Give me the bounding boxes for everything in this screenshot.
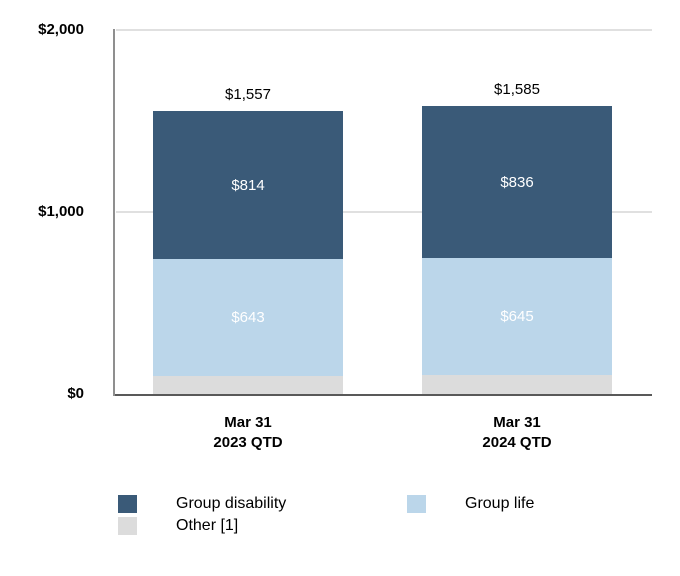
legend-label-group-life: Group life (465, 495, 535, 512)
bar-1-segment-group-life: $643 (153, 259, 343, 376)
x-axis-category-line: Mar 31 (224, 414, 272, 431)
segment-value-label: $836 (500, 173, 534, 191)
x-axis-category-line: 2023 QTD (213, 434, 283, 451)
bar-2-segment-other (422, 375, 612, 394)
gridline (116, 211, 652, 213)
x-axis-line (113, 394, 652, 396)
x-axis-category-line: Mar 31 (493, 414, 541, 431)
legend-swatch-group-disability (118, 495, 137, 513)
bar-1-segment-other (153, 376, 343, 394)
bar-total-label: $1,585 (494, 81, 540, 98)
bar-2-segment-group-disability: $836 (422, 106, 612, 258)
legend-label-group-disability: Group disability (176, 495, 287, 512)
y-tick-label: $0 (67, 385, 84, 402)
x-axis-category-label: Mar 31 2024 QTD (422, 413, 612, 453)
segment-value-label: $645 (500, 308, 534, 325)
segment-value-label: $643 (231, 309, 265, 326)
bar-2-segment-group-life: $645 (422, 258, 612, 375)
x-axis-category-label: Mar 31 2023 QTD (153, 413, 343, 453)
y-axis-line (113, 29, 115, 396)
bar-total-label: $1,557 (225, 86, 271, 103)
bar-1-segment-group-disability: $814 (153, 111, 343, 259)
legend-swatch-group-life (407, 495, 426, 513)
legend-label-other: Other [1] (176, 517, 239, 534)
y-tick-label: $2,000 (38, 21, 84, 38)
y-tick-label: $1,000 (38, 203, 84, 220)
segment-value-label: $814 (231, 176, 265, 194)
x-axis-category-line: 2024 QTD (482, 434, 552, 451)
legend-swatch-other (118, 517, 137, 535)
gridline (116, 29, 652, 31)
